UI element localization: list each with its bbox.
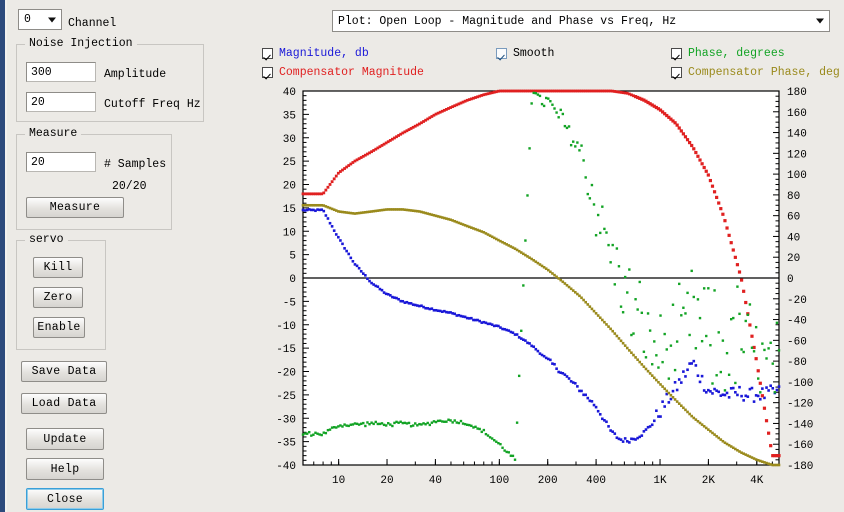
svg-text:-40: -40: [276, 461, 296, 473]
svg-text:140: 140: [787, 129, 807, 141]
help-button[interactable]: Help: [26, 458, 104, 480]
window-left-inner-bar: [5, 0, 7, 512]
chevron-down-icon: [816, 18, 824, 24]
amplitude-label: Amplitude: [104, 68, 167, 81]
legend-phase[interactable]: Phase, degrees: [671, 47, 785, 60]
svg-text:-180: -180: [787, 461, 813, 473]
svg-text:4K: 4K: [750, 475, 764, 487]
svg-text:20: 20: [380, 475, 393, 487]
svg-text:-100: -100: [787, 378, 813, 390]
channel-select-value: 0: [24, 13, 31, 26]
window-left-accent-bar: [0, 0, 5, 512]
svg-text:100: 100: [489, 475, 509, 487]
save-data-button[interactable]: Save Data: [21, 361, 107, 382]
checkbox-compensator-phase[interactable]: [671, 67, 682, 78]
svg-text:40: 40: [283, 87, 296, 99]
amplitude-input[interactable]: 300: [26, 62, 96, 82]
svg-text:10: 10: [332, 475, 345, 487]
svg-text:-140: -140: [787, 419, 813, 431]
svg-text:0: 0: [289, 274, 296, 286]
servo-title: servo: [25, 233, 68, 246]
channel-select[interactable]: 0: [18, 9, 62, 30]
svg-text:-35: -35: [276, 438, 296, 450]
num-samples-input[interactable]: 20: [26, 152, 96, 172]
legend-magnitude[interactable]: Magnitude, db: [262, 47, 369, 60]
svg-text:-20: -20: [276, 368, 296, 380]
legend-phase-label: Phase, degrees: [688, 47, 785, 60]
svg-text:60: 60: [787, 212, 800, 224]
update-button[interactable]: Update: [26, 428, 104, 450]
cutoff-freq-label: Cutoff Freq Hz: [104, 98, 201, 111]
checkbox-smooth[interactable]: [496, 48, 507, 59]
close-button[interactable]: Close: [26, 488, 104, 510]
svg-text:10: 10: [283, 227, 296, 239]
svg-text:-10: -10: [276, 321, 296, 333]
svg-text:400: 400: [586, 475, 606, 487]
measure-progress: 20/20: [112, 180, 147, 193]
svg-text:-40: -40: [787, 316, 807, 328]
measure-button[interactable]: Measure: [26, 197, 124, 218]
svg-text:200: 200: [538, 475, 558, 487]
checkbox-phase[interactable]: [671, 48, 682, 59]
svg-text:-80: -80: [787, 357, 807, 369]
svg-text:5: 5: [289, 251, 296, 263]
cutoff-freq-input[interactable]: 20: [26, 92, 96, 112]
svg-text:35: 35: [283, 110, 296, 122]
servo-kill-button[interactable]: Kill: [33, 257, 83, 278]
svg-text:-25: -25: [276, 391, 296, 403]
svg-text:25: 25: [283, 157, 296, 169]
svg-text:-60: -60: [787, 336, 807, 348]
svg-text:20: 20: [787, 253, 800, 265]
svg-text:-30: -30: [276, 414, 296, 426]
num-samples-label: # Samples: [104, 158, 167, 171]
plot-type-select[interactable]: Plot: Open Loop - Magnitude and Phase vs…: [332, 10, 830, 32]
svg-text:-20: -20: [787, 295, 807, 307]
noise-injection-group: Noise Injection: [16, 37, 204, 122]
legend-magnitude-label: Magnitude, db: [279, 47, 369, 60]
svg-text:-15: -15: [276, 344, 296, 356]
svg-text:30: 30: [283, 134, 296, 146]
svg-text:15: 15: [283, 204, 296, 216]
measure-title: Measure: [25, 127, 82, 140]
legend-smooth-label: Smooth: [513, 47, 555, 60]
svg-text:100: 100: [787, 170, 807, 182]
checkbox-magnitude[interactable]: [262, 48, 273, 59]
chevron-down-icon: [48, 17, 56, 22]
measure-group: Measure: [16, 127, 172, 230]
svg-text:160: 160: [787, 108, 807, 120]
svg-text:-5: -5: [283, 297, 296, 309]
svg-text:2K: 2K: [702, 475, 716, 487]
legend-compensator-magnitude[interactable]: Compensator Magnitude: [262, 66, 424, 79]
svg-text:40: 40: [429, 475, 442, 487]
svg-text:1K: 1K: [653, 475, 667, 487]
servo-zero-button[interactable]: Zero: [33, 287, 83, 308]
svg-text:20: 20: [283, 181, 296, 193]
legend-compensator-phase[interactable]: Compensator Phase, deg: [671, 66, 840, 79]
svg-text:180: 180: [787, 87, 807, 99]
svg-text:80: 80: [787, 191, 800, 203]
svg-text:120: 120: [787, 149, 807, 161]
legend-compensator-phase-label: Compensator Phase, deg: [688, 66, 840, 79]
load-data-button[interactable]: Load Data: [21, 393, 107, 414]
svg-text:-160: -160: [787, 440, 813, 452]
channel-label: Channel: [68, 17, 117, 30]
bode-plot[interactable]: -40 -35 -30 -25 -20 -15 -10 -5 0 5 10 15 20 25 30 35 40 -…: [258, 84, 844, 496]
plot-type-select-value: Plot: Open Loop - Magnitude and Phase vs…: [338, 14, 677, 28]
bode-plot-svg: -40 -35 -30 -25 -20 -15 -10 -5 0 5 10 15 20 25 30 35 40 -…: [276, 87, 813, 487]
svg-text:0: 0: [787, 274, 794, 286]
svg-text:-120: -120: [787, 399, 813, 411]
servo-group: servo: [16, 233, 106, 350]
svg-text:40: 40: [787, 232, 800, 244]
legend-smooth[interactable]: Smooth: [496, 47, 554, 60]
servo-enable-button[interactable]: Enable: [33, 317, 85, 338]
legend-compensator-magnitude-label: Compensator Magnitude: [279, 66, 424, 79]
noise-injection-title: Noise Injection: [25, 37, 137, 50]
checkbox-compensator-magnitude[interactable]: [262, 67, 273, 78]
